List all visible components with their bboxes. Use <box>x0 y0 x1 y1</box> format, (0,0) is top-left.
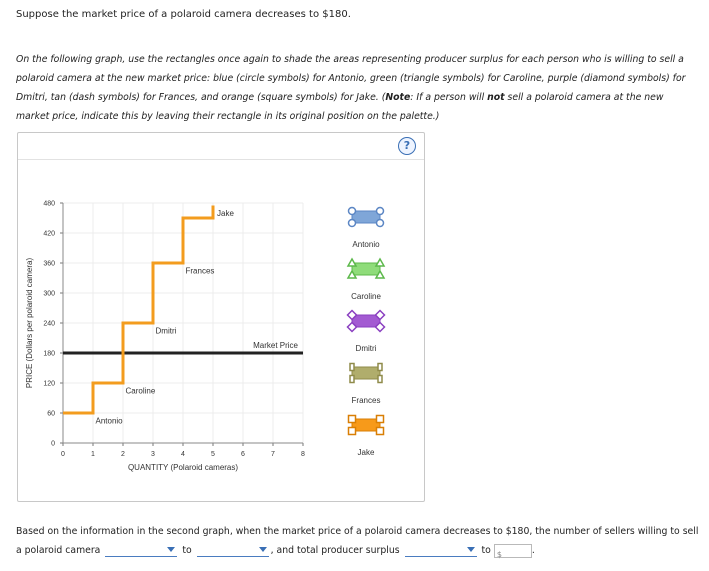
square-handle-icon <box>375 426 385 436</box>
help-button[interactable]: ? <box>398 137 416 155</box>
dash-handle-icon <box>349 362 355 372</box>
surplus-amount-input[interactable]: $ <box>493 543 532 559</box>
circle-handle-icon <box>375 206 385 216</box>
dash-handle-icon <box>377 374 383 384</box>
y-tick-label: 180 <box>43 351 55 358</box>
palette-item-antonio[interactable] <box>347 206 385 228</box>
instructions-part1: On the following graph, use the rectangl… <box>16 54 686 103</box>
diamond-handle-icon <box>346 309 358 321</box>
square-handle-icon <box>347 414 357 424</box>
palette-item-dmitri[interactable] <box>346 309 386 333</box>
palette-rect-frances <box>351 366 381 380</box>
y-tick-label: 60 <box>47 411 55 418</box>
graph-panel: ? 0 60 120 180 240 300 360 420 480 0 1 2 3 4 5 6 7 8 QUANT… <box>17 132 425 502</box>
diamond-handle-icon <box>374 321 386 333</box>
intro-text: Suppose the market price of a polaroid c… <box>16 9 351 20</box>
dash-handle-icon <box>349 374 355 384</box>
seller-label-antonio: Antonio <box>96 417 124 426</box>
square-handle-icon <box>347 426 357 436</box>
seller-label-dmitri: Dmitri <box>156 327 177 336</box>
panel-header: ? <box>18 133 424 160</box>
circle-handle-icon <box>347 206 357 216</box>
chevron-down-icon <box>167 547 176 552</box>
palette-rect-dmitri <box>351 314 381 328</box>
circle-handle-icon <box>375 218 385 228</box>
chevron-down-icon <box>466 547 475 552</box>
square-handle-icon <box>375 414 385 424</box>
x-axis-label: QUANTITY (Polaroid cameras) <box>128 463 238 472</box>
palette-label-frances: Frances <box>352 396 381 405</box>
to-label-1: to <box>182 545 192 556</box>
surplus-change-dropdown[interactable] <box>404 544 477 557</box>
question: Based on the information in the second g… <box>16 522 702 560</box>
x-tick-label: 7 <box>271 451 275 458</box>
x-tick-label: 4 <box>181 451 185 458</box>
supply-curve <box>63 205 215 415</box>
instructions: On the following graph, use the rectangl… <box>16 50 696 126</box>
triangle-handle-icon <box>346 269 358 279</box>
y-tick-label: 480 <box>43 201 55 208</box>
note-label: Note <box>385 92 411 103</box>
y-tick-label: 360 <box>43 261 55 268</box>
to-label-2: to <box>481 545 491 556</box>
triangle-handle-icon <box>346 257 358 267</box>
palette-label-caroline: Caroline <box>351 292 381 301</box>
y-tick-label: 120 <box>43 381 55 388</box>
instructions-emph: not <box>487 92 505 103</box>
circle-handle-icon <box>347 218 357 228</box>
palette-label-jake: Jake <box>358 448 375 457</box>
palette-rect-antonio <box>351 210 381 224</box>
y-axis-label: PRICE (Dollars per polaroid camera) <box>25 258 34 389</box>
x-tick-label: 0 <box>61 451 65 458</box>
y-tick-label: 240 <box>43 321 55 328</box>
producer-surplus-chart: 0 60 120 180 240 300 360 420 480 0 1 2 3 4 5 6 7 8 QUANTIT… <box>25 201 386 472</box>
market-price-label: Market Price <box>253 341 298 350</box>
x-tick-label: 2 <box>121 451 125 458</box>
triangle-handle-icon <box>374 257 386 267</box>
palette-rect-caroline <box>351 262 381 276</box>
palette-item-frances[interactable] <box>349 362 383 384</box>
dollar-prefix: $ <box>496 549 502 559</box>
dash-handle-icon <box>377 362 383 372</box>
x-tick-label: 6 <box>241 451 245 458</box>
x-tick-label: 8 <box>301 451 305 458</box>
x-tick-label: 1 <box>91 451 95 458</box>
seller-label-jake: Jake <box>217 209 234 218</box>
seller-label-caroline: Caroline <box>126 387 156 396</box>
palette-item-jake[interactable] <box>347 414 385 436</box>
instructions-part2: : If a person will <box>410 92 488 103</box>
sellers-from-dropdown[interactable] <box>105 544 178 557</box>
y-tick-label: 300 <box>43 291 55 298</box>
diamond-handle-icon <box>374 309 386 321</box>
palette-label-antonio: Antonio <box>352 240 380 249</box>
y-tick-label: 420 <box>43 231 55 238</box>
seller-label-frances: Frances <box>186 267 215 276</box>
palette-label-dmitri: Dmitri <box>356 344 377 353</box>
x-tick-label: 3 <box>151 451 155 458</box>
instructions-part3: sell a polaroid camera at the new market… <box>16 92 664 122</box>
triangle-handle-icon <box>374 269 386 279</box>
sellers-to-dropdown[interactable] <box>196 544 269 557</box>
question-part1: Based on the information in the second g… <box>16 526 699 556</box>
diamond-handle-icon <box>346 321 358 333</box>
palette-item-caroline[interactable] <box>346 257 386 279</box>
palette-rect-jake <box>351 418 381 432</box>
y-tick-label: 0 <box>51 441 55 448</box>
chevron-down-icon <box>258 547 267 552</box>
question-part2: , and total producer surplus <box>270 545 400 556</box>
x-tick-label: 5 <box>211 451 215 458</box>
